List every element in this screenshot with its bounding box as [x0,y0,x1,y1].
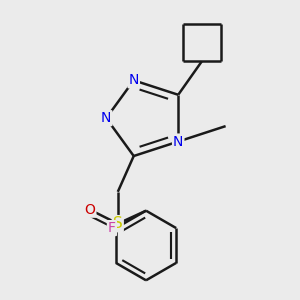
Text: N: N [101,111,111,125]
Text: N: N [173,135,183,148]
Text: O: O [85,203,95,217]
Text: N: N [128,73,139,87]
Text: S: S [113,216,123,231]
Text: F: F [108,221,116,235]
